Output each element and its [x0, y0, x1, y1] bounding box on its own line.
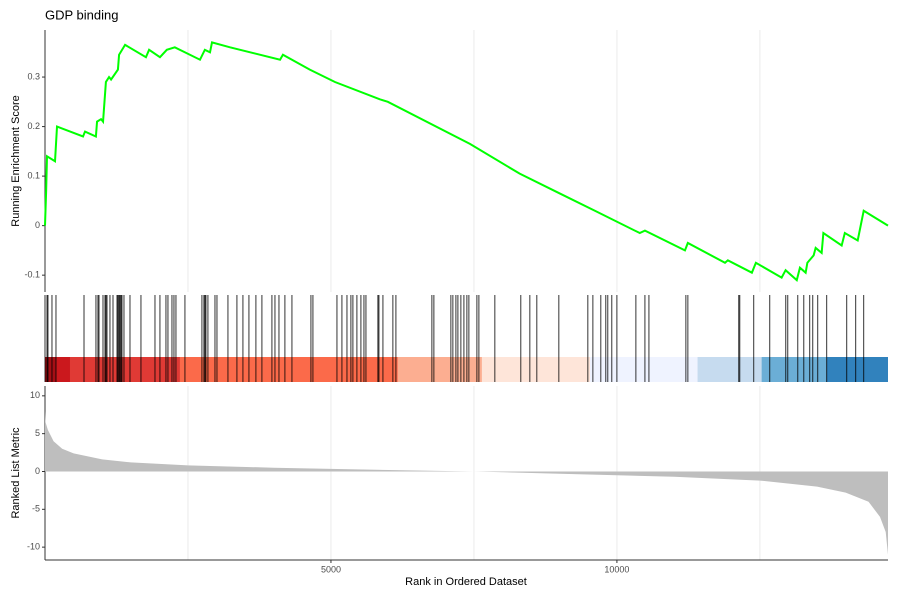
x-axis-label: Rank in Ordered Dataset	[405, 576, 527, 588]
color-band	[55, 357, 70, 382]
x-tick-label: 10000	[604, 564, 629, 574]
y-tick-label: 0.1	[27, 170, 40, 180]
y-tick-label: -5	[32, 504, 40, 514]
y-tick-label: 0	[35, 220, 40, 230]
y-tick-label: 5	[35, 428, 40, 438]
y-tick-label: -10	[27, 542, 40, 552]
color-band	[179, 357, 398, 382]
color-band	[761, 357, 827, 382]
y-tick-label: 0	[35, 466, 40, 476]
score-line	[44, 41, 889, 282]
y-tick-label: 10	[30, 390, 40, 400]
y-axis-label: Ranked List Metric	[10, 427, 22, 519]
chart-title: GDP binding	[45, 7, 118, 22]
color-band	[697, 357, 762, 382]
color-band	[397, 357, 482, 382]
color-band	[826, 357, 888, 382]
color-band	[45, 357, 56, 382]
y-tick-label: 0.2	[27, 121, 40, 131]
y-axis-label: Running Enrichment Score	[10, 95, 22, 226]
x-tick-label: 5000	[321, 564, 341, 574]
color-band	[69, 357, 180, 382]
y-tick-label: 0.3	[27, 71, 40, 81]
metric-area	[45, 410, 888, 555]
color-band	[481, 357, 591, 382]
y-tick-label: -0.1	[24, 270, 40, 280]
